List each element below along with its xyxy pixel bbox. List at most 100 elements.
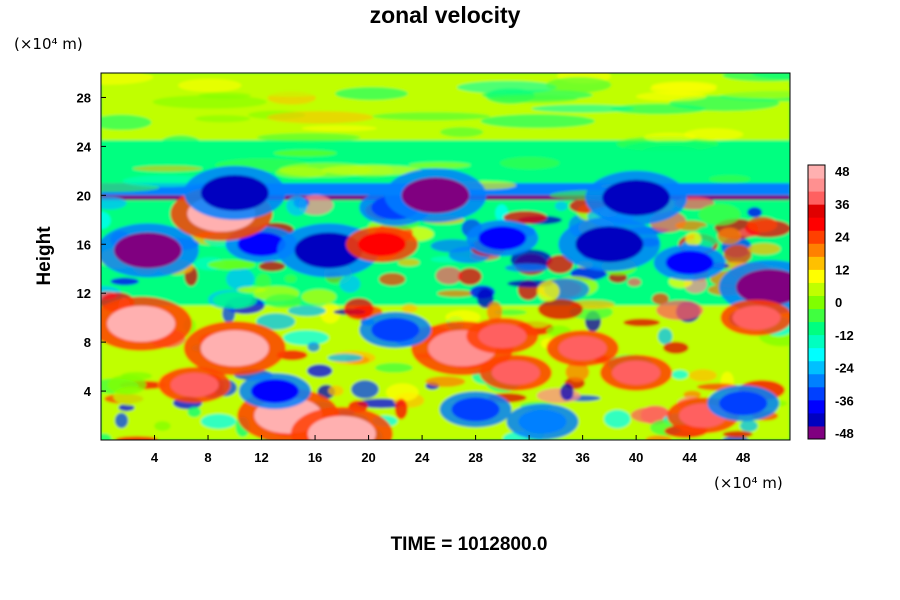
colorbar — [807, 164, 826, 440]
field-blob — [301, 289, 337, 305]
field-blob — [437, 290, 474, 297]
field-blob — [657, 328, 673, 345]
field-blob — [445, 310, 481, 325]
field-feature — [491, 360, 540, 385]
colorbar-tick-label: -12 — [835, 328, 854, 343]
colorbar-tick-label: 24 — [835, 230, 850, 245]
field-blob — [101, 433, 112, 440]
field-blob — [476, 288, 494, 309]
field-blob — [379, 272, 406, 286]
field-feature — [107, 305, 176, 342]
field-blob — [115, 436, 159, 440]
colorbar-swatch — [808, 360, 825, 375]
x-tick-label: 48 — [736, 450, 750, 465]
field-blob — [603, 409, 631, 429]
field-blob — [114, 412, 129, 429]
field-blob — [310, 141, 367, 151]
colorbar-swatch — [808, 256, 825, 270]
colorbar-swatch — [808, 295, 825, 310]
field-blob — [425, 376, 466, 387]
field-blob — [489, 95, 578, 103]
colorbar-swatch — [808, 282, 825, 296]
x-tick-label: 44 — [682, 450, 697, 465]
field-blob — [385, 383, 419, 402]
field-blob — [623, 318, 660, 327]
colorbar-swatch — [808, 347, 825, 362]
field-blob — [652, 293, 669, 305]
field-blob — [408, 161, 471, 169]
field-blob — [717, 227, 742, 245]
field-blob — [689, 369, 717, 382]
field-blob — [286, 195, 308, 216]
x-tick-label: 28 — [468, 450, 482, 465]
field-feature — [602, 179, 671, 216]
field-feature — [575, 226, 644, 263]
colorbar-swatch — [808, 373, 825, 388]
field-blob — [623, 140, 720, 157]
field-feature — [665, 250, 714, 275]
colorbar-swatch — [808, 165, 825, 179]
field-blob — [675, 220, 707, 231]
field-blob — [110, 277, 139, 286]
field-blob — [698, 203, 741, 226]
field-blob — [256, 132, 361, 142]
field-blob — [505, 263, 550, 273]
field-blob — [747, 243, 781, 255]
field-blob — [160, 135, 202, 152]
field-blob — [486, 301, 503, 322]
field-blob — [645, 435, 672, 440]
colorbar-tick-label: -24 — [835, 361, 855, 376]
x-tick-label: 36 — [575, 450, 589, 465]
y-tick-label: 16 — [77, 237, 91, 252]
field-feature — [250, 379, 299, 404]
colorbar-swatch — [808, 308, 825, 323]
field-blob — [536, 388, 581, 404]
colorbar-tick-label: 0 — [835, 295, 842, 310]
field-blob — [636, 91, 707, 102]
x-tick-label: 32 — [522, 450, 536, 465]
field-blob — [357, 398, 406, 409]
field-feature — [719, 391, 768, 416]
x-tick-label: 8 — [204, 450, 211, 465]
colorbar-tick-label: 48 — [835, 164, 849, 179]
field-feature — [401, 177, 470, 214]
field-blob — [301, 125, 377, 132]
field-feature — [357, 232, 406, 257]
field-blob — [307, 342, 320, 352]
field-blob — [394, 398, 408, 420]
field-feature — [451, 397, 500, 422]
colorbar-swatch — [808, 386, 825, 401]
field-feature — [200, 174, 269, 211]
field-blob — [536, 281, 560, 302]
colorbar-tick-label: -48 — [835, 426, 854, 441]
field-blob — [671, 369, 689, 380]
field-blob — [555, 201, 568, 211]
colorbar-swatch — [808, 269, 825, 283]
y-tick-label: 28 — [77, 90, 91, 105]
field-blob — [284, 274, 297, 283]
field-blob — [335, 87, 408, 101]
x-tick-label: 16 — [308, 450, 322, 465]
field-feature — [518, 409, 567, 434]
field-blob — [656, 300, 704, 321]
field-blob — [122, 175, 208, 188]
colorbar-swatch — [808, 399, 825, 414]
field-blob — [101, 114, 152, 131]
colorbar-swatch — [808, 178, 825, 192]
field-blob — [207, 259, 256, 270]
y-tick-label: 20 — [77, 188, 91, 203]
field-blob — [398, 258, 420, 267]
field-blob — [187, 406, 202, 418]
field-feature — [478, 226, 527, 251]
colorbar-swatch — [808, 321, 825, 336]
field-blob — [327, 353, 363, 362]
field-blob — [319, 302, 341, 324]
colorbar-tick-label: 12 — [835, 262, 849, 277]
field-blob — [149, 284, 179, 293]
field-blob — [683, 390, 702, 399]
field-blob — [531, 104, 635, 113]
field-blob — [212, 291, 258, 309]
field-blob — [328, 385, 344, 397]
field-blob — [101, 196, 127, 210]
field-blob — [739, 419, 758, 432]
